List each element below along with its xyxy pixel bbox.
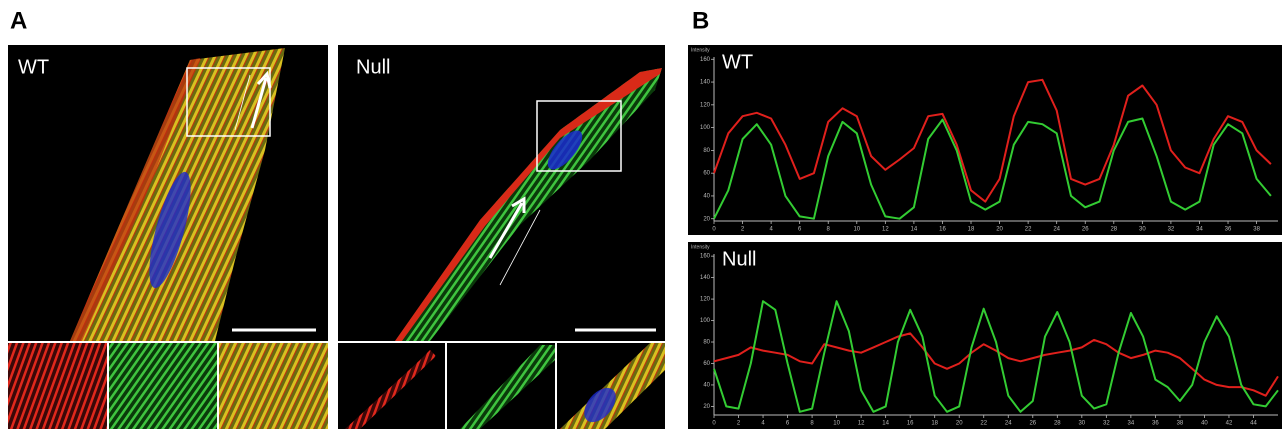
x-tick-label: 36 xyxy=(1152,421,1159,427)
y-tick-label: 80 xyxy=(703,148,710,154)
x-tick-label: 34 xyxy=(1196,227,1203,233)
micrograph xyxy=(338,45,665,341)
y-tick-label: 60 xyxy=(703,361,710,367)
arrow-head xyxy=(511,196,526,213)
panel-label: A xyxy=(10,7,27,34)
x-tick-label: 0 xyxy=(712,421,716,427)
x-tick-label: 16 xyxy=(939,227,946,233)
x-tick-label: 28 xyxy=(1054,421,1061,427)
roi-box xyxy=(186,67,271,137)
nucleus xyxy=(584,387,616,423)
x-tick-label: 32 xyxy=(1103,421,1110,427)
panel-label: B xyxy=(692,7,709,34)
y-tick-label: 160 xyxy=(700,254,711,260)
x-tick-label: 6 xyxy=(798,227,802,233)
arrow xyxy=(488,202,524,259)
arrow xyxy=(250,77,268,129)
x-tick-label: 2 xyxy=(741,227,745,233)
x-tick-label: 24 xyxy=(1005,421,1012,427)
y-tick-label: 20 xyxy=(703,216,710,222)
x-tick-label: 14 xyxy=(911,227,918,233)
y-tick-label: 120 xyxy=(700,102,711,108)
cell-edge xyxy=(70,58,200,341)
arrow-head xyxy=(256,70,272,89)
x-tick-label: 12 xyxy=(882,227,889,233)
x-tick-label: 38 xyxy=(1177,421,1184,427)
y-tick-label: 120 xyxy=(700,297,711,303)
x-tick-label: 18 xyxy=(968,227,975,233)
x-tick-label: 28 xyxy=(1110,227,1117,233)
line-scan xyxy=(234,74,251,131)
x-tick-label: 4 xyxy=(769,227,773,233)
y-tick-label: 60 xyxy=(703,171,710,177)
inset-cell xyxy=(460,345,555,429)
plot-background xyxy=(688,45,1282,235)
data-line xyxy=(713,78,1272,203)
x-tick-label: 4 xyxy=(761,421,765,427)
roi-box xyxy=(536,100,622,172)
x-tick-label: 8 xyxy=(810,421,814,427)
x-tick-label: 30 xyxy=(1139,227,1146,233)
x-tick-label: 18 xyxy=(931,421,938,427)
x-tick-label: 26 xyxy=(1029,421,1036,427)
x-tick-label: 16 xyxy=(907,421,914,427)
chart-title: WT xyxy=(722,51,753,73)
x-tick-label: 30 xyxy=(1078,421,1085,427)
y-tick-label: 100 xyxy=(700,318,711,324)
y-tick-label: 100 xyxy=(700,125,711,131)
x-tick-label: 20 xyxy=(996,227,1003,233)
x-tick-label: 36 xyxy=(1225,227,1232,233)
inset xyxy=(219,343,328,429)
plot-background xyxy=(688,242,1282,429)
x-tick-label: 10 xyxy=(853,227,860,233)
x-tick-label: 14 xyxy=(882,421,889,427)
x-tick-label: 40 xyxy=(1201,421,1208,427)
x-tick-label: 44 xyxy=(1250,421,1257,427)
x-tick-label: 8 xyxy=(827,227,831,233)
image-label: WT xyxy=(18,56,49,78)
y-tick-label: 140 xyxy=(700,275,711,281)
x-tick-label: 0 xyxy=(712,227,716,233)
nucleus xyxy=(149,171,191,289)
inset xyxy=(109,343,217,429)
chart-title: Null xyxy=(722,248,756,270)
y-tick-label: 80 xyxy=(703,340,710,346)
data-line xyxy=(713,300,1279,413)
x-tick-label: 22 xyxy=(1025,227,1032,233)
x-tick-label: 10 xyxy=(833,421,840,427)
y-tick-label: 140 xyxy=(700,80,711,86)
x-tick-label: 2 xyxy=(737,421,741,427)
image-label: Null xyxy=(356,56,390,78)
nucleus xyxy=(547,130,583,170)
line-scan xyxy=(499,209,541,286)
data-line xyxy=(713,332,1279,397)
x-tick-label: 20 xyxy=(956,421,963,427)
x-tick-label: 32 xyxy=(1168,227,1175,233)
x-tick-label: 26 xyxy=(1082,227,1089,233)
x-tick-label: 42 xyxy=(1226,421,1233,427)
axis-title: Intensity xyxy=(691,244,710,250)
cell xyxy=(395,68,662,341)
inset xyxy=(8,343,107,429)
x-tick-label: 34 xyxy=(1128,421,1135,427)
y-tick-label: 40 xyxy=(703,194,710,200)
x-tick-label: 38 xyxy=(1253,227,1260,233)
x-tick-label: 24 xyxy=(1053,227,1060,233)
x-tick-label: 12 xyxy=(858,421,865,427)
axis-title: Intensity xyxy=(691,47,710,53)
y-tick-label: 160 xyxy=(700,57,711,63)
inset-cell xyxy=(345,350,436,429)
y-tick-label: 40 xyxy=(703,383,710,389)
cell-edge xyxy=(395,68,662,341)
data-line xyxy=(713,117,1272,220)
x-tick-label: 22 xyxy=(980,421,987,427)
y-tick-label: 20 xyxy=(703,404,710,410)
x-tick-label: 6 xyxy=(786,421,790,427)
